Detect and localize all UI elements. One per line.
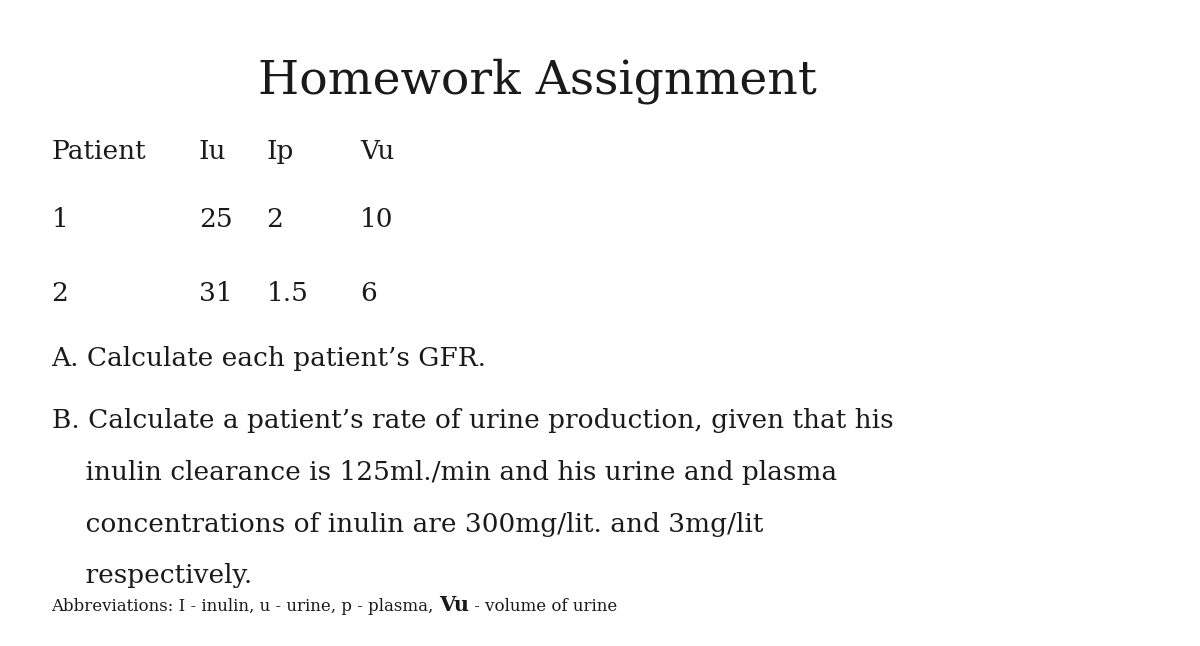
Text: 2: 2 xyxy=(266,207,283,232)
Text: respectively.: respectively. xyxy=(52,563,252,589)
Text: 25: 25 xyxy=(199,207,233,232)
Text: 1.5: 1.5 xyxy=(266,281,308,306)
Text: concentrations of inulin are 300mg/lit. and 3mg/lit: concentrations of inulin are 300mg/lit. … xyxy=(52,512,763,537)
Text: 2: 2 xyxy=(52,281,68,306)
Text: Vu: Vu xyxy=(360,139,394,164)
Text: Abbreviations: I - inulin, u - urine, p - plasma,: Abbreviations: I - inulin, u - urine, p … xyxy=(52,598,439,615)
Text: 10: 10 xyxy=(360,207,394,232)
Text: Homework Assignment: Homework Assignment xyxy=(258,58,816,104)
Text: 6: 6 xyxy=(360,281,377,306)
Text: - volume of urine: - volume of urine xyxy=(469,598,618,615)
Text: 1: 1 xyxy=(52,207,68,232)
Text: A. Calculate each patient’s GFR.: A. Calculate each patient’s GFR. xyxy=(52,346,486,371)
Text: Iu: Iu xyxy=(199,139,226,164)
Text: inulin clearance is 125ml./min and his urine and plasma: inulin clearance is 125ml./min and his u… xyxy=(52,460,836,485)
Text: 31: 31 xyxy=(199,281,233,306)
Text: Vu: Vu xyxy=(439,595,469,615)
Text: Ip: Ip xyxy=(266,139,294,164)
Text: B. Calculate a patient’s rate of urine production, given that his: B. Calculate a patient’s rate of urine p… xyxy=(52,408,893,433)
Text: Patient: Patient xyxy=(52,139,146,164)
